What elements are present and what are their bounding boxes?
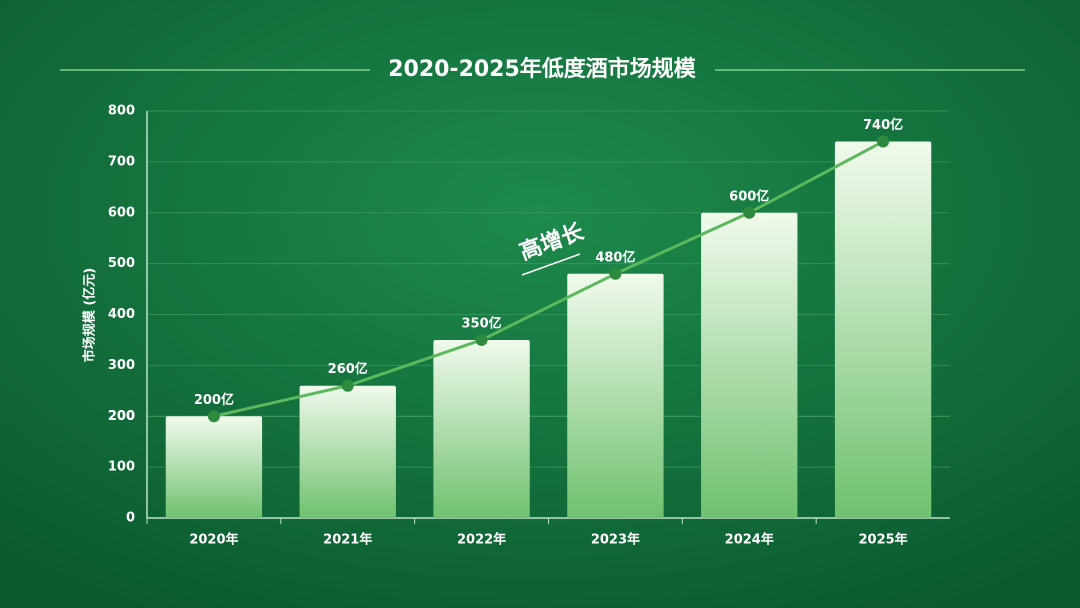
bar [299,385,396,518]
trend-line [213,140,884,418]
trend-point [341,379,354,392]
y-tick-label: 800 [108,104,135,119]
value-label: 260亿 [328,361,368,377]
x-tick-label: 2022年 [457,532,506,548]
y-tick-label: 300 [108,358,135,373]
value-label: 600亿 [729,188,769,204]
value-label: 480亿 [595,249,635,265]
trend-point [877,135,890,148]
y-tick-label: 100 [108,460,135,475]
annotation-underline [521,253,581,276]
bar [165,416,263,518]
bar [433,339,530,518]
y-tick-label: 500 [108,256,135,271]
value-label: 740亿 [863,117,903,133]
chart-title: 2020-2025年低度酒市场规模 [388,56,697,82]
bar [701,212,798,518]
bar [834,141,932,518]
y-tick-label: 200 [108,409,135,424]
y-tick-label: 700 [108,154,135,169]
trend-point [207,410,220,423]
trend-point [743,206,756,219]
y-tick-label: 400 [108,307,135,322]
trend-point [475,333,488,346]
y-tick-label: 200 [108,409,135,424]
x-tick-label: 2024年 [725,532,774,548]
bar [567,273,664,518]
x-tick-label: 2021年 [323,532,372,548]
y-tick-label: 0 [126,511,135,526]
y-tick-label: 600 [108,205,135,220]
value-label: 350亿 [462,315,502,331]
x-tick-label: 2025年 [858,532,907,548]
value-label: 200亿 [194,392,234,408]
x-tick-label: 2023年 [591,532,640,548]
trend-point [609,267,622,280]
y-axis-label: 市场规模 (亿元) [82,268,98,362]
x-tick-label: 2020年 [189,532,238,548]
